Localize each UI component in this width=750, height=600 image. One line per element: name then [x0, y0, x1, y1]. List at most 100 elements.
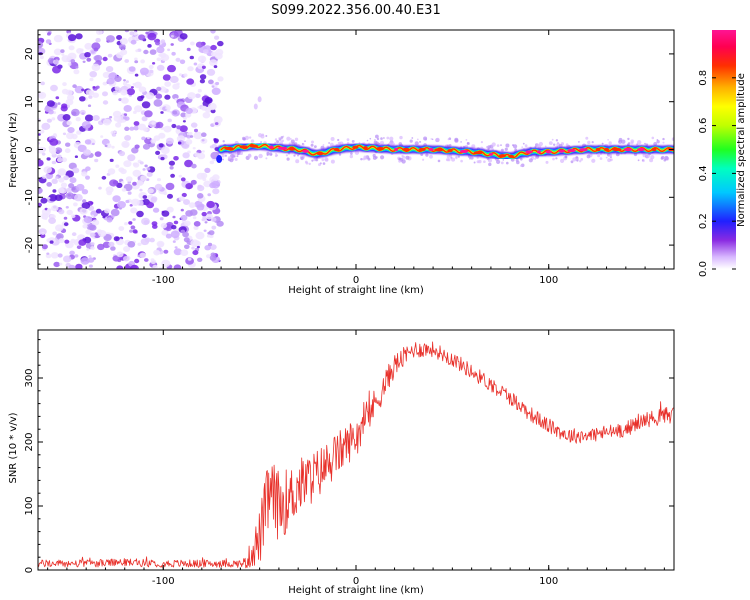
ridge-halo-speck — [266, 153, 269, 156]
y-tick-label: 0 — [24, 146, 35, 152]
noise-speck — [160, 111, 164, 114]
noise-speck — [84, 42, 93, 50]
noise-speck — [139, 252, 147, 259]
noise-speck — [115, 164, 120, 168]
ridge-halo-speck — [221, 154, 225, 158]
ridge-halo-speck — [630, 139, 635, 143]
noise-speck — [165, 106, 169, 110]
noise-speck — [121, 97, 129, 104]
noise-speck — [76, 48, 84, 54]
ridge-halo-speck — [311, 159, 314, 162]
ridge-halo-speck — [447, 138, 450, 141]
ridge-peak — [558, 149, 565, 153]
ridge-halo-speck — [671, 137, 674, 141]
figure-title: S099.2022.356.00.40.E31 — [271, 3, 440, 18]
ridge-halo-speck — [605, 156, 608, 159]
ridge-halo-speck — [364, 157, 367, 160]
ridge-halo-speck — [423, 136, 428, 141]
ridge-halo-speck — [466, 142, 469, 145]
noise-speck — [83, 216, 93, 224]
noise-speck — [175, 57, 181, 62]
noise-speck — [113, 130, 117, 134]
ridge-halo-speck — [576, 159, 579, 162]
noise-speck — [210, 217, 217, 222]
noise-speck — [189, 55, 194, 60]
ridge-halo-speck — [318, 163, 321, 167]
noise-speck — [166, 206, 174, 213]
ridge-halo-speck — [524, 144, 528, 148]
noise-speck — [55, 176, 59, 180]
noise-speck — [48, 194, 58, 202]
ridge-halo-speck — [236, 155, 239, 158]
noise-speck — [185, 183, 193, 190]
ridge-peak — [428, 147, 434, 152]
noise-speck — [177, 141, 182, 145]
spectrogram-xlabel: Height of straight line (km) — [288, 285, 424, 296]
noise-speck — [197, 257, 203, 262]
noise-speck — [185, 107, 193, 114]
noise-speck — [53, 133, 57, 137]
noise-speck — [170, 173, 176, 178]
ridge-halo-speck — [435, 137, 440, 142]
y-tick-label: 10 — [24, 95, 35, 108]
noise-speck — [91, 63, 101, 71]
noise-speck — [114, 75, 122, 82]
ridge-halo-speck — [274, 138, 278, 141]
ridge-halo-speck — [556, 141, 560, 145]
noise-speck — [195, 231, 205, 240]
noise-speck — [53, 48, 62, 56]
noise-speck — [132, 162, 138, 167]
noise-speck — [164, 81, 172, 87]
noise-speck — [144, 110, 153, 118]
noise-speck — [89, 224, 97, 231]
noise-speck — [134, 105, 143, 113]
ridge-peak — [239, 145, 248, 149]
noise-speck — [79, 96, 86, 102]
ridge-halo-speck — [286, 157, 290, 161]
ridge-halo-speck — [500, 148, 504, 152]
ridge-halo-speck — [650, 155, 655, 160]
noise-speck — [192, 250, 199, 256]
ridge-halo-speck — [609, 158, 612, 161]
noise-speck — [125, 80, 129, 83]
noise-speck — [56, 233, 64, 240]
ridge-halo-speck — [538, 141, 544, 147]
noise-speck — [70, 238, 76, 243]
noise-speck — [111, 215, 115, 218]
noise-speck — [57, 253, 63, 258]
noise-speck — [52, 65, 61, 74]
noise-speck — [167, 193, 173, 199]
noise-speck — [170, 35, 174, 38]
noise-speck — [57, 168, 67, 176]
ridge-peak — [352, 145, 359, 149]
ridge-halo-speck — [270, 153, 273, 156]
noise-speck — [75, 263, 83, 269]
noise-speck — [210, 44, 217, 51]
noise-speck — [209, 255, 217, 261]
noise-speck — [161, 210, 170, 217]
noise-speck — [174, 97, 178, 101]
noise-speck — [173, 264, 182, 269]
noise-speck — [137, 242, 142, 246]
ridge-halo-speck — [330, 137, 335, 141]
ridge-halo-speck — [644, 142, 646, 145]
noise-speck — [84, 114, 94, 122]
ridge-halo-speck — [662, 137, 665, 141]
noise-speck — [90, 242, 95, 246]
ridge-peak — [623, 147, 633, 152]
ridge-halo-speck — [422, 158, 425, 161]
noise-speck — [69, 177, 77, 184]
noise-speck — [163, 125, 172, 133]
noise-speck — [137, 254, 141, 258]
noise-speck — [66, 209, 73, 216]
noise-speck — [128, 221, 133, 225]
ridge-edge-blob — [216, 155, 223, 164]
noise-speck — [195, 93, 201, 99]
noise-speck — [75, 65, 79, 69]
ridge-halo-speck — [276, 140, 280, 144]
ridge-peak — [603, 147, 610, 152]
noise-speck — [109, 116, 113, 119]
y-tick-label: -10 — [24, 189, 35, 205]
noise-speck — [53, 34, 63, 43]
noise-speck — [133, 125, 139, 131]
